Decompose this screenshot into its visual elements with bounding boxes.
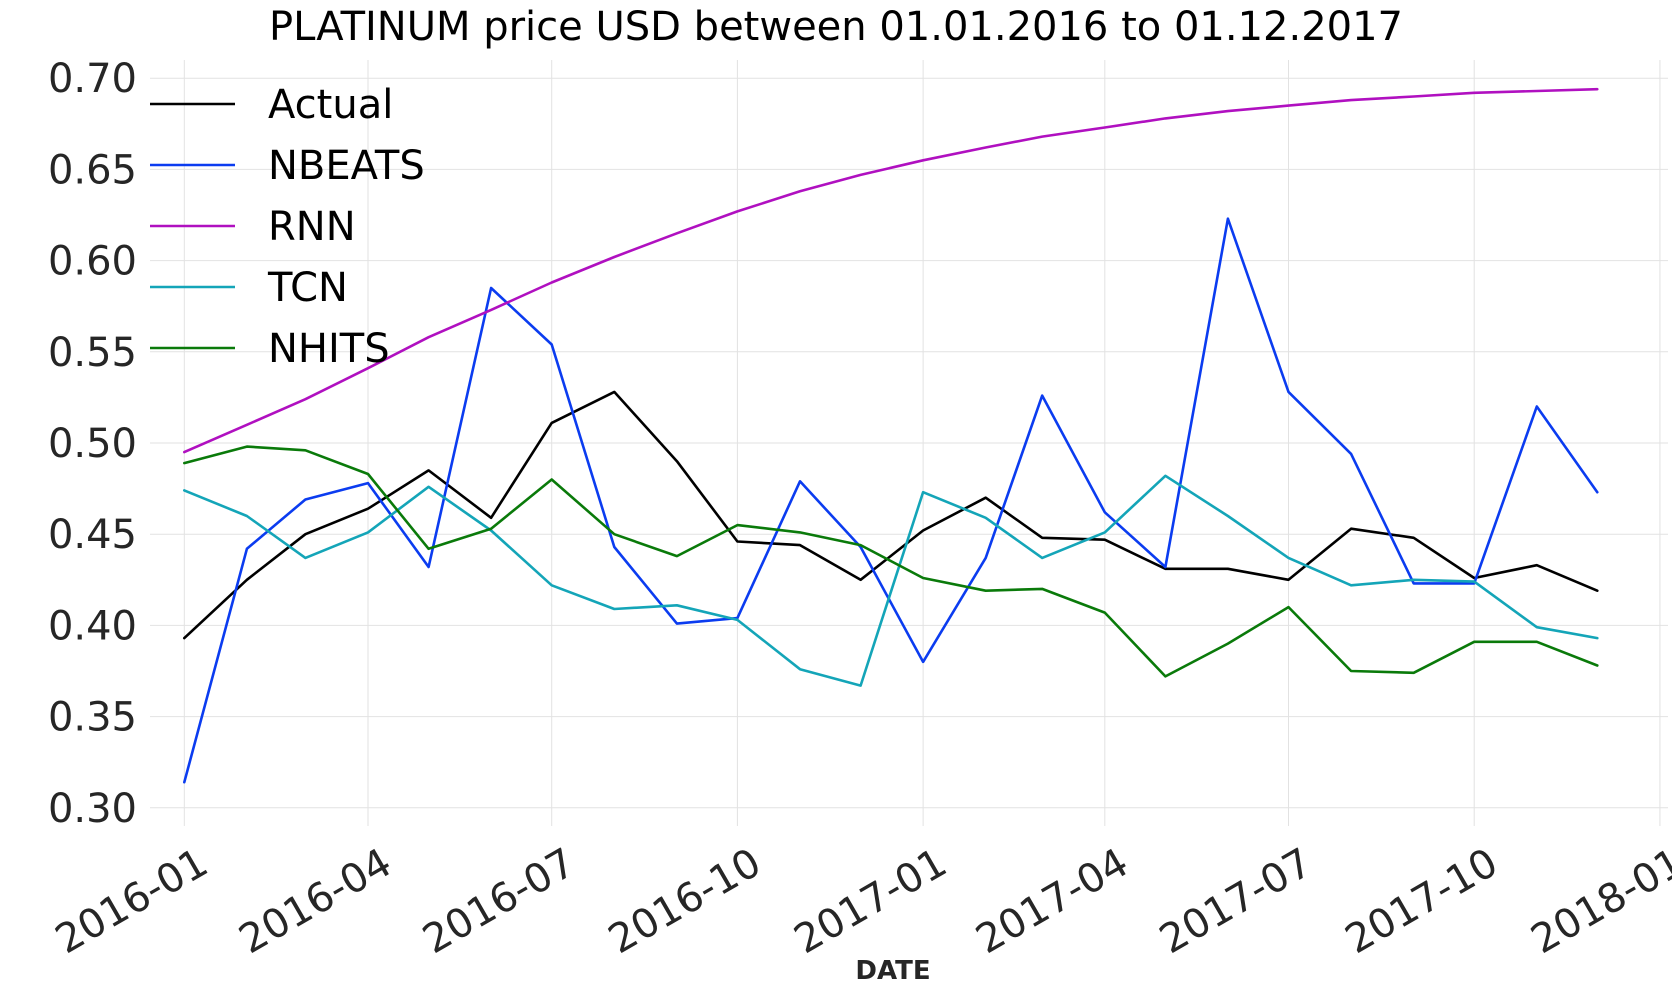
x-tick-label: 2016-04 — [232, 840, 400, 963]
x-tick-label: 2016-07 — [415, 840, 583, 963]
y-tick-label: 0.50 — [48, 421, 137, 467]
x-tick-label: 2017-01 — [787, 840, 955, 963]
chart-title: PLATINUM price USD between 01.01.2016 to… — [269, 4, 1403, 50]
legend-label: RNN — [268, 204, 356, 250]
x-tick-label: 2018-01 — [1524, 840, 1672, 963]
legend-label: NBEATS — [268, 143, 425, 189]
x-tick-label: 2016-10 — [601, 840, 769, 963]
x-axis-label: DATE — [855, 956, 930, 986]
y-tick-label: 0.40 — [48, 603, 137, 649]
series-line-tcn — [183, 474, 1599, 687]
y-tick-label: 0.60 — [48, 239, 137, 285]
legend-label: Actual — [268, 82, 393, 128]
legend-label: NHITS — [268, 326, 390, 372]
legend: Actual NBEATS RNN TCN NHITS — [150, 82, 425, 372]
y-tick-label: 0.65 — [48, 147, 137, 193]
x-tick-label: 2017-04 — [968, 840, 1136, 963]
grid — [150, 60, 1668, 826]
y-tick-label: 0.30 — [48, 786, 137, 832]
legend-label: TCN — [267, 265, 348, 311]
x-tick-label: 2016-01 — [48, 840, 216, 963]
x-axis-ticks: 2016-01 2016-04 2016-07 2016-10 2017-01 2017-… — [48, 840, 1672, 963]
x-tick-label: 2017-07 — [1152, 840, 1320, 963]
y-tick-label: 0.35 — [48, 695, 137, 741]
y-axis-ticks: 0.30 0.35 0.40 0.45 0.50 0.55 0.60 0.65 0.70 — [48, 56, 137, 832]
series-line-nbeats — [183, 217, 1599, 784]
x-tick-label: 2017-10 — [1338, 840, 1506, 963]
series-line-nhits — [183, 445, 1599, 678]
series-line-actual — [183, 390, 1599, 640]
y-tick-label: 0.45 — [48, 512, 137, 558]
series-line-rnn — [183, 87, 1599, 454]
series-lines — [183, 87, 1599, 784]
y-tick-label: 0.70 — [48, 56, 137, 102]
y-tick-label: 0.55 — [48, 330, 137, 376]
